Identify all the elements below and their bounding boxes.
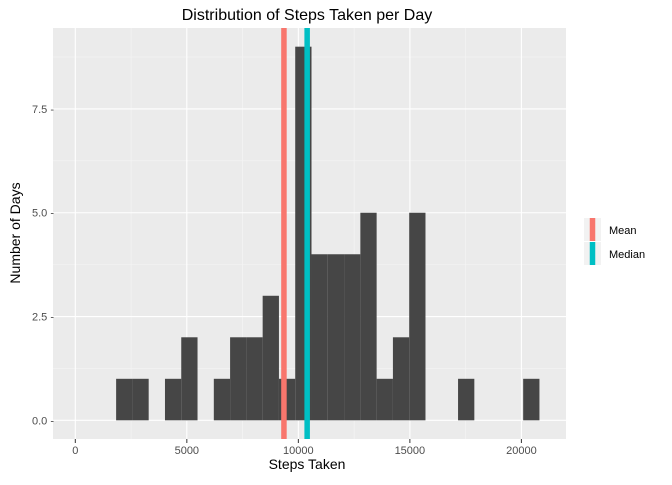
y-tick-label: 0.0 - [32, 415, 54, 427]
histogram-bar [116, 378, 133, 421]
chart-title: Distribution of Steps Taken per Day [182, 7, 433, 24]
x-tick-label: 10000 [283, 445, 314, 457]
y-tick-label: 7.5 - [32, 104, 54, 116]
histogram-bar [262, 295, 279, 421]
histogram-bar [327, 254, 345, 421]
histogram-bar [409, 212, 426, 421]
histogram-bar [523, 378, 540, 421]
histogram-bar [311, 254, 328, 421]
histogram-bar [376, 378, 393, 421]
histogram-bar [392, 337, 410, 421]
histogram-bar [164, 378, 182, 421]
y-axis: 0.0 - 2.5 - 5.0 - 7.5 - [32, 104, 54, 427]
histogram-bar [344, 254, 361, 421]
histogram-bar [360, 212, 377, 421]
x-tick-label: 20000 [506, 445, 537, 457]
x-tick-label: 15000 [395, 445, 426, 457]
histogram-bar [230, 337, 247, 421]
y-axis-title: Number of Days [7, 182, 23, 283]
y-tick-label: 5.0 - [32, 208, 54, 220]
x-tick-label: 5000 [175, 445, 199, 457]
histogram-bar [213, 378, 231, 421]
legend: Mean Median [584, 218, 645, 265]
legend-label: Mean [609, 225, 637, 237]
x-axis-title: Steps Taken [269, 456, 346, 472]
reference-lines [281, 28, 310, 439]
x-tick-label: 0 [72, 445, 78, 457]
histogram-bar [246, 337, 263, 421]
legend-label: Median [609, 249, 645, 261]
histogram-bar [458, 378, 475, 421]
histogram-bar [132, 378, 149, 421]
x-axis: 0 5000 10000 15000 20000 [72, 439, 537, 457]
y-tick-label: 2.5 - [32, 312, 54, 324]
histogram-bar [181, 337, 198, 421]
